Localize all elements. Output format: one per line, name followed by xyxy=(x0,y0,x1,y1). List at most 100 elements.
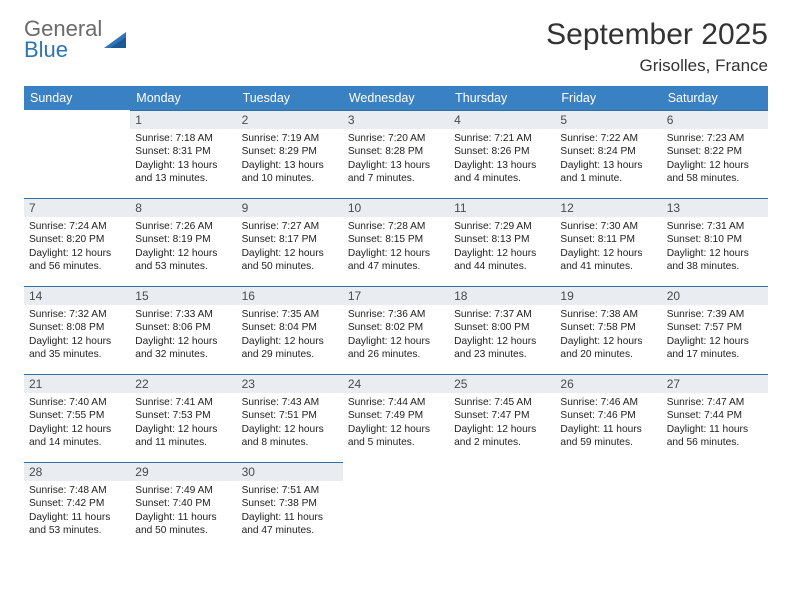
calendar-cell xyxy=(555,462,661,550)
day-detail: Sunrise: 7:31 AMSunset: 8:10 PMDaylight:… xyxy=(662,217,768,273)
sunrise-line: Sunrise: 7:31 AM xyxy=(667,220,763,233)
sunset-line: Sunset: 7:40 PM xyxy=(135,497,231,510)
day-detail: Sunrise: 7:36 AMSunset: 8:02 PMDaylight:… xyxy=(343,305,449,361)
day-detail: Sunrise: 7:26 AMSunset: 8:19 PMDaylight:… xyxy=(130,217,236,273)
day-number: 19 xyxy=(555,286,661,305)
title-block: September 2025 Grisolles, France xyxy=(546,18,768,76)
day-number: 30 xyxy=(237,462,343,481)
day-detail: Sunrise: 7:23 AMSunset: 8:22 PMDaylight:… xyxy=(662,129,768,185)
calendar-body: 1Sunrise: 7:18 AMSunset: 8:31 PMDaylight… xyxy=(24,110,768,550)
daylight-line: Daylight: 12 hours and 58 minutes. xyxy=(667,159,763,186)
calendar-cell: 21Sunrise: 7:40 AMSunset: 7:55 PMDayligh… xyxy=(24,374,130,462)
weekday-header: Monday xyxy=(130,86,236,110)
sunset-line: Sunset: 7:44 PM xyxy=(667,409,763,422)
daylight-line: Daylight: 12 hours and 17 minutes. xyxy=(667,335,763,362)
daylight-line: Daylight: 12 hours and 44 minutes. xyxy=(454,247,550,274)
daylight-line: Daylight: 12 hours and 26 minutes. xyxy=(348,335,444,362)
calendar-cell: 1Sunrise: 7:18 AMSunset: 8:31 PMDaylight… xyxy=(130,110,236,198)
sunset-line: Sunset: 7:53 PM xyxy=(135,409,231,422)
weekday-header: Tuesday xyxy=(237,86,343,110)
day-number: 29 xyxy=(130,462,236,481)
calendar-cell: 12Sunrise: 7:30 AMSunset: 8:11 PMDayligh… xyxy=(555,198,661,286)
sunrise-line: Sunrise: 7:39 AM xyxy=(667,308,763,321)
daylight-line: Daylight: 12 hours and 50 minutes. xyxy=(242,247,338,274)
day-detail: Sunrise: 7:18 AMSunset: 8:31 PMDaylight:… xyxy=(130,129,236,185)
sunrise-line: Sunrise: 7:43 AM xyxy=(242,396,338,409)
daylight-line: Daylight: 12 hours and 53 minutes. xyxy=(135,247,231,274)
day-detail: Sunrise: 7:39 AMSunset: 7:57 PMDaylight:… xyxy=(662,305,768,361)
sunrise-line: Sunrise: 7:47 AM xyxy=(667,396,763,409)
daylight-line: Daylight: 13 hours and 13 minutes. xyxy=(135,159,231,186)
calendar-cell: 3Sunrise: 7:20 AMSunset: 8:28 PMDaylight… xyxy=(343,110,449,198)
day-detail: Sunrise: 7:32 AMSunset: 8:08 PMDaylight:… xyxy=(24,305,130,361)
daylight-line: Daylight: 12 hours and 8 minutes. xyxy=(242,423,338,450)
sunset-line: Sunset: 8:11 PM xyxy=(560,233,656,246)
sunset-line: Sunset: 7:58 PM xyxy=(560,321,656,334)
logo: General Blue xyxy=(24,18,128,61)
logo-triangle-icon xyxy=(104,30,128,50)
day-number: 10 xyxy=(343,198,449,217)
sunset-line: Sunset: 8:10 PM xyxy=(667,233,763,246)
sunset-line: Sunset: 7:57 PM xyxy=(667,321,763,334)
weekday-header: Wednesday xyxy=(343,86,449,110)
logo-word-blue: Blue xyxy=(24,39,102,61)
logo-text-block: General Blue xyxy=(24,18,102,61)
day-number: 27 xyxy=(662,374,768,393)
day-number: 25 xyxy=(449,374,555,393)
daylight-line: Daylight: 12 hours and 56 minutes. xyxy=(29,247,125,274)
calendar-header-row: SundayMondayTuesdayWednesdayThursdayFrid… xyxy=(24,86,768,110)
daylight-line: Daylight: 11 hours and 53 minutes. xyxy=(29,511,125,538)
sunrise-line: Sunrise: 7:19 AM xyxy=(242,132,338,145)
day-number: 22 xyxy=(130,374,236,393)
day-detail: Sunrise: 7:47 AMSunset: 7:44 PMDaylight:… xyxy=(662,393,768,449)
daylight-line: Daylight: 11 hours and 59 minutes. xyxy=(560,423,656,450)
day-number: 24 xyxy=(343,374,449,393)
day-number: 11 xyxy=(449,198,555,217)
calendar-cell: 13Sunrise: 7:31 AMSunset: 8:10 PMDayligh… xyxy=(662,198,768,286)
sunrise-line: Sunrise: 7:37 AM xyxy=(454,308,550,321)
calendar-cell: 20Sunrise: 7:39 AMSunset: 7:57 PMDayligh… xyxy=(662,286,768,374)
sunset-line: Sunset: 8:04 PM xyxy=(242,321,338,334)
daylight-line: Daylight: 13 hours and 4 minutes. xyxy=(454,159,550,186)
sunset-line: Sunset: 8:22 PM xyxy=(667,145,763,158)
calendar-row: 28Sunrise: 7:48 AMSunset: 7:42 PMDayligh… xyxy=(24,462,768,550)
daylight-line: Daylight: 12 hours and 38 minutes. xyxy=(667,247,763,274)
calendar-cell: 23Sunrise: 7:43 AMSunset: 7:51 PMDayligh… xyxy=(237,374,343,462)
calendar-cell: 17Sunrise: 7:36 AMSunset: 8:02 PMDayligh… xyxy=(343,286,449,374)
sunrise-line: Sunrise: 7:28 AM xyxy=(348,220,444,233)
daylight-line: Daylight: 12 hours and 32 minutes. xyxy=(135,335,231,362)
calendar-cell: 5Sunrise: 7:22 AMSunset: 8:24 PMDaylight… xyxy=(555,110,661,198)
calendar-cell: 30Sunrise: 7:51 AMSunset: 7:38 PMDayligh… xyxy=(237,462,343,550)
daylight-line: Daylight: 12 hours and 11 minutes. xyxy=(135,423,231,450)
weekday-header: Thursday xyxy=(449,86,555,110)
day-detail: Sunrise: 7:45 AMSunset: 7:47 PMDaylight:… xyxy=(449,393,555,449)
calendar-cell xyxy=(449,462,555,550)
sunrise-line: Sunrise: 7:38 AM xyxy=(560,308,656,321)
sunrise-line: Sunrise: 7:51 AM xyxy=(242,484,338,497)
calendar-row: 7Sunrise: 7:24 AMSunset: 8:20 PMDaylight… xyxy=(24,198,768,286)
sunrise-line: Sunrise: 7:30 AM xyxy=(560,220,656,233)
day-detail: Sunrise: 7:43 AMSunset: 7:51 PMDaylight:… xyxy=(237,393,343,449)
sunrise-line: Sunrise: 7:41 AM xyxy=(135,396,231,409)
sunrise-line: Sunrise: 7:40 AM xyxy=(29,396,125,409)
day-detail: Sunrise: 7:44 AMSunset: 7:49 PMDaylight:… xyxy=(343,393,449,449)
day-number: 26 xyxy=(555,374,661,393)
sunset-line: Sunset: 8:19 PM xyxy=(135,233,231,246)
sunrise-line: Sunrise: 7:48 AM xyxy=(29,484,125,497)
day-number: 14 xyxy=(24,286,130,305)
sunrise-line: Sunrise: 7:26 AM xyxy=(135,220,231,233)
day-detail: Sunrise: 7:49 AMSunset: 7:40 PMDaylight:… xyxy=(130,481,236,537)
sunset-line: Sunset: 7:49 PM xyxy=(348,409,444,422)
daylight-line: Daylight: 12 hours and 35 minutes. xyxy=(29,335,125,362)
calendar-cell: 19Sunrise: 7:38 AMSunset: 7:58 PMDayligh… xyxy=(555,286,661,374)
day-number: 4 xyxy=(449,110,555,129)
calendar-row: 14Sunrise: 7:32 AMSunset: 8:08 PMDayligh… xyxy=(24,286,768,374)
daylight-line: Daylight: 11 hours and 50 minutes. xyxy=(135,511,231,538)
sunset-line: Sunset: 8:15 PM xyxy=(348,233,444,246)
weekday-header: Sunday xyxy=(24,86,130,110)
sunrise-line: Sunrise: 7:35 AM xyxy=(242,308,338,321)
calendar-row: 1Sunrise: 7:18 AMSunset: 8:31 PMDaylight… xyxy=(24,110,768,198)
daylight-line: Daylight: 12 hours and 47 minutes. xyxy=(348,247,444,274)
sunset-line: Sunset: 7:42 PM xyxy=(29,497,125,510)
day-detail: Sunrise: 7:48 AMSunset: 7:42 PMDaylight:… xyxy=(24,481,130,537)
